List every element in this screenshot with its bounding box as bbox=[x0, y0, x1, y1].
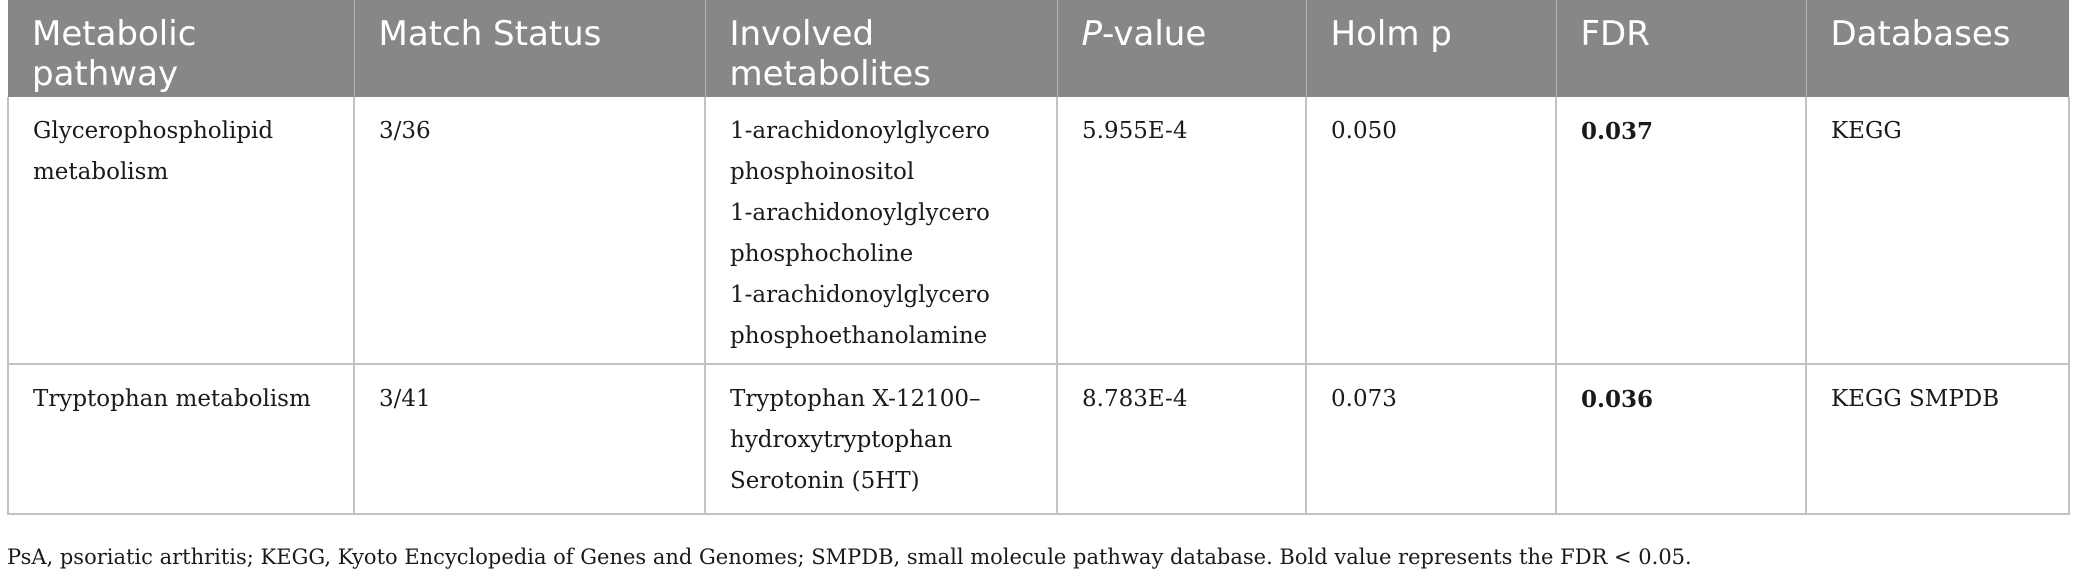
header-p-value: P-value bbox=[1057, 0, 1307, 97]
cell-metabolites: 1-arachidonoylglycero phosphoinositol 1-… bbox=[705, 97, 1058, 365]
cell-match-status: 3/41 bbox=[354, 364, 706, 515]
cell-match-status: 3/36 bbox=[354, 97, 706, 365]
cell-fdr: 0.036 bbox=[1556, 364, 1807, 515]
table-row: Tryptophan metabolism 3/41 Tryptophan X-… bbox=[7, 364, 2070, 515]
cell-fdr: 0.037 bbox=[1556, 97, 1807, 365]
cell-metabolites: Tryptophan X-12100– hydroxytryptophan Se… bbox=[705, 364, 1058, 515]
table-footnote: PsA, psoriatic arthritis; KEGG, Kyoto En… bbox=[7, 545, 1692, 569]
header-match-status: Match Status bbox=[354, 0, 706, 97]
header-metabolic-pathway: Metabolic pathway bbox=[8, 0, 355, 97]
header-involved-metabolites: Involved metabolites bbox=[705, 0, 1058, 97]
header-holm-p: Holm p bbox=[1306, 0, 1557, 97]
cell-holm-p: 0.073 bbox=[1306, 364, 1557, 515]
header-row: Metabolic pathway Match Status Involved … bbox=[8, 0, 2069, 97]
pathway-table: Metabolic pathway Match Status Involved … bbox=[7, 0, 2070, 515]
cell-holm-p: 0.050 bbox=[1306, 97, 1557, 365]
cell-databases: KEGG SMPDB bbox=[1806, 364, 2070, 515]
cell-pathway: Tryptophan metabolism bbox=[7, 364, 355, 515]
cell-p-value: 5.955E-4 bbox=[1057, 97, 1307, 365]
results-table: Metabolic pathway Match Status Involved … bbox=[7, 0, 2070, 515]
cell-databases: KEGG bbox=[1806, 97, 2070, 365]
header-fdr: FDR bbox=[1556, 0, 1807, 97]
cell-p-value: 8.783E-4 bbox=[1057, 364, 1307, 515]
header-databases: Databases bbox=[1806, 0, 2069, 97]
table-row: Glycerophospholipid metabolism 3/36 1-ar… bbox=[7, 97, 2070, 365]
cell-pathway: Glycerophospholipid metabolism bbox=[7, 97, 355, 365]
